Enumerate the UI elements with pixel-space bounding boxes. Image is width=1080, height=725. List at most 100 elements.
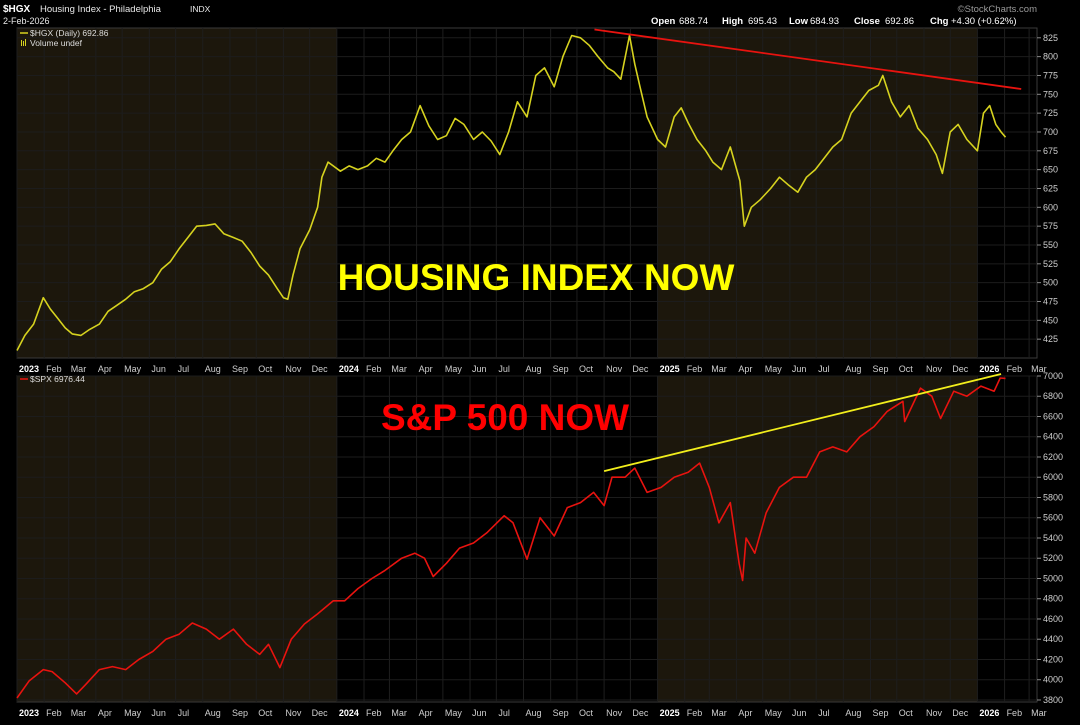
x-tick-label: Sep (553, 364, 569, 374)
x-tick-label: Nov (285, 708, 302, 718)
y-tick-label: 425 (1043, 334, 1058, 344)
spx-legend: $SPX 6976.44 (20, 374, 85, 384)
x-tick-label: Sep (232, 708, 248, 718)
x-tick-label: Nov (285, 364, 302, 374)
x-tick-label: Mar (391, 364, 407, 374)
low-label: Low (789, 16, 809, 27)
x-tick-label: Mar (71, 708, 87, 718)
y-tick-label: 6600 (1043, 411, 1063, 421)
y-tick-label: 725 (1043, 108, 1058, 118)
index-name: Housing Index - Philadelphia (40, 4, 162, 15)
y-tick-label: 4200 (1043, 654, 1063, 664)
x-tick-label: Jul (818, 708, 830, 718)
x-tick-label: 2025 (660, 708, 680, 718)
x-tick-label: Apr (419, 364, 433, 374)
y-tick-label: 5400 (1043, 533, 1063, 543)
x-tick-label: Nov (606, 708, 623, 718)
x-tick-label: Jul (818, 364, 830, 374)
spx-annotation: S&P 500 NOW (381, 397, 629, 438)
y-tick-label: 825 (1043, 33, 1058, 43)
year-shade-band (658, 376, 978, 702)
x-tick-label: Feb (366, 364, 382, 374)
chg-label: Chg (930, 16, 949, 27)
x-tick-label: Jul (178, 708, 190, 718)
x-tick-label: 2023 (19, 708, 39, 718)
x-tick-label: Feb (687, 364, 703, 374)
y-tick-label: 450 (1043, 315, 1058, 325)
y-tick-label: 6400 (1043, 432, 1063, 442)
high-value: 695.43 (748, 16, 777, 27)
x-tick-label: Mar (711, 364, 727, 374)
volume-legend-label: Volume undef (30, 38, 83, 48)
x-tick-label: Nov (926, 708, 943, 718)
y-tick-label: 700 (1043, 127, 1058, 137)
x-tick-label: Oct (258, 364, 273, 374)
x-tick-label: May (765, 364, 783, 374)
x-tick-label: Jun (792, 364, 807, 374)
x-tick-label: Mar (1031, 708, 1047, 718)
x-tick-label: Aug (205, 708, 221, 718)
x-tick-label: Jun (792, 708, 807, 718)
y-tick-label: 775 (1043, 70, 1058, 80)
x-tick-label: Apr (98, 364, 112, 374)
ohlc-summary: Open 688.74 High 695.43 Low 684.93 Close… (651, 16, 1017, 27)
x-tick-label: Jun (472, 364, 487, 374)
spx-legend-label: $SPX 6976.44 (30, 374, 85, 384)
y-tick-label: 675 (1043, 146, 1058, 156)
y-tick-label: 550 (1043, 240, 1058, 250)
y-tick-label: 525 (1043, 259, 1058, 269)
x-tick-label: Jul (178, 364, 190, 374)
open-label: Open (651, 16, 675, 27)
x-tick-label: Oct (258, 708, 273, 718)
hgx-legend-label: $HGX (Daily) 692.86 (30, 28, 109, 38)
y-tick-label: 4800 (1043, 594, 1063, 604)
x-tick-label: Oct (899, 708, 914, 718)
x-tick-label: Jun (472, 708, 487, 718)
x-tick-label: Jun (151, 708, 166, 718)
x-tick-label: Apr (738, 708, 752, 718)
x-tick-label: Dec (952, 708, 969, 718)
x-tick-label: Feb (46, 708, 62, 718)
y-tick-label: 575 (1043, 221, 1058, 231)
y-tick-label: 7000 (1043, 371, 1063, 381)
x-tick-label: Feb (46, 364, 62, 374)
y-tick-label: 6200 (1043, 452, 1063, 462)
x-tick-label: Mar (391, 708, 407, 718)
x-tick-label: Feb (687, 708, 703, 718)
x-tick-label: Sep (873, 708, 889, 718)
x-tick-label: 2025 (660, 364, 680, 374)
x-tick-label: Mar (711, 708, 727, 718)
x-tick-label: May (124, 364, 142, 374)
x-tick-label: Oct (899, 364, 914, 374)
open-value: 688.74 (679, 16, 708, 27)
x-tick-label: May (445, 364, 463, 374)
y-tick-label: 5000 (1043, 573, 1063, 583)
y-tick-label: 625 (1043, 183, 1058, 193)
exchange-label: INDX (190, 4, 211, 14)
y-tick-label: 5200 (1043, 553, 1063, 563)
x-tick-label: Dec (632, 708, 649, 718)
year-shade-band (658, 28, 978, 358)
x-tick-label: Oct (579, 364, 594, 374)
y-tick-label: 650 (1043, 165, 1058, 175)
x-tick-label: May (124, 708, 142, 718)
x-tick-label: 2026 (979, 364, 999, 374)
low-value: 684.93 (810, 16, 839, 27)
ticker-symbol: $HGX (3, 4, 31, 15)
x-tick-label: 2023 (19, 364, 39, 374)
x-tick-label: Oct (579, 708, 594, 718)
volume-legend-bar-icon (21, 40, 22, 46)
y-tick-label: 4000 (1043, 675, 1063, 685)
x-tick-label: Sep (873, 364, 889, 374)
chg-value: +4.30 (+0.62%) (951, 16, 1017, 27)
close-value: 692.86 (885, 16, 914, 27)
y-tick-label: 750 (1043, 89, 1058, 99)
y-tick-label: 600 (1043, 202, 1058, 212)
x-tick-label: Mar (71, 364, 87, 374)
x-tick-label: Aug (205, 364, 221, 374)
chart-date: 2-Feb-2026 (3, 16, 50, 26)
x-tick-label: Feb (1007, 364, 1023, 374)
x-tick-label: Nov (606, 364, 623, 374)
housing-annotation: HOUSING INDEX NOW (338, 257, 735, 298)
